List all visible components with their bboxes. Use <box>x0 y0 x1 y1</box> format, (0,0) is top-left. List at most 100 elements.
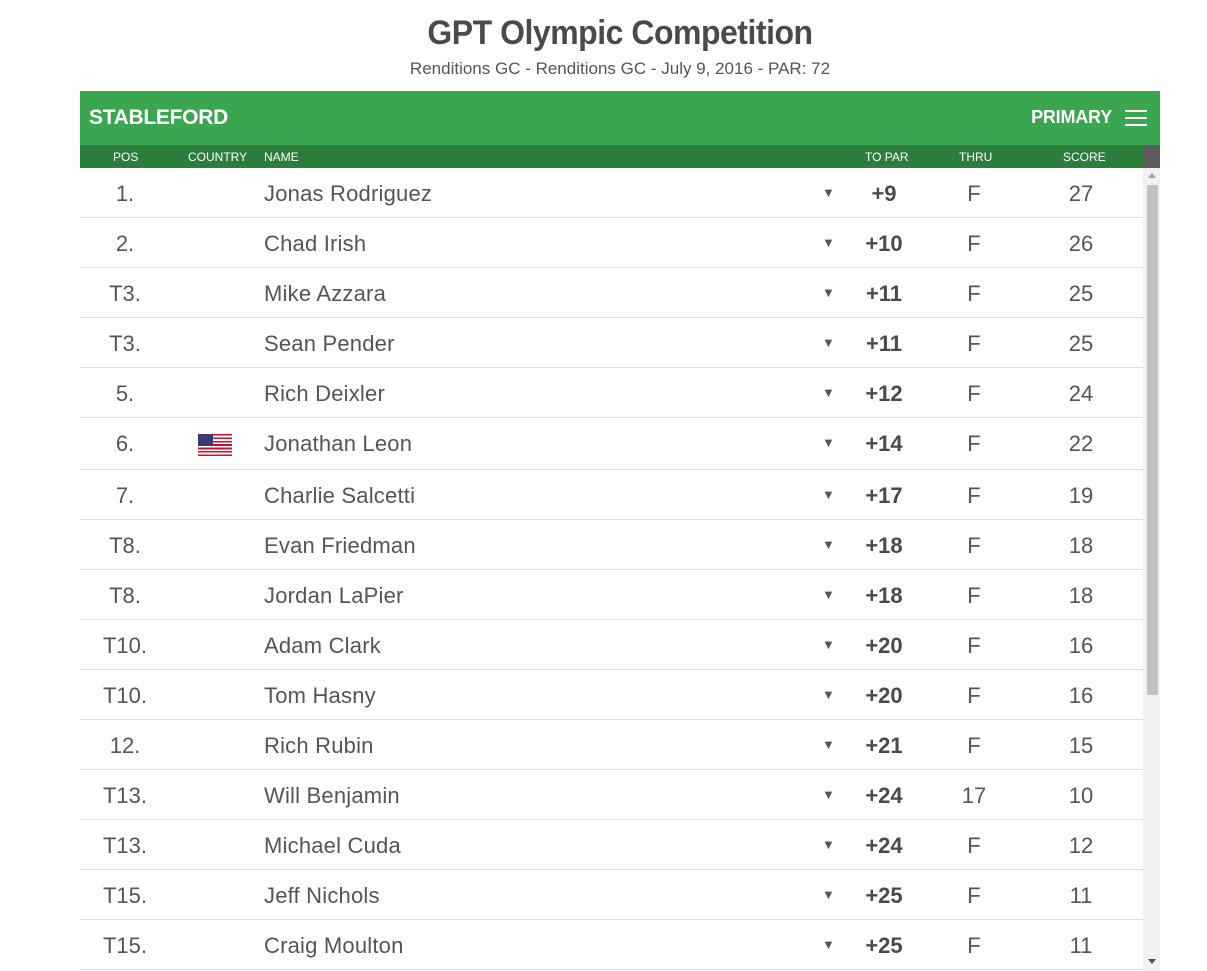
player-name[interactable]: Rich Rubin <box>264 733 374 758</box>
expand-caret-icon[interactable]: ▼ <box>822 385 835 400</box>
player-country <box>198 384 232 406</box>
player-thru: F <box>967 633 981 658</box>
player-to-par: +20 <box>865 683 903 708</box>
player-name[interactable]: Michael Cuda <box>264 833 401 858</box>
scrollbar-corner <box>1143 145 1160 168</box>
player-name[interactable]: Tom Hasny <box>264 683 376 708</box>
player-name[interactable]: Jonathan Leon <box>264 431 413 456</box>
player-score: 18 <box>1068 583 1094 608</box>
player-to-par: +24 <box>865 833 903 858</box>
player-name[interactable]: Sean Pender <box>264 331 395 356</box>
player-to-par: +18 <box>865 533 903 558</box>
expand-caret-icon[interactable]: ▼ <box>822 235 835 250</box>
column-header-score: SCORE <box>1063 150 1106 164</box>
player-name[interactable]: Jordan LaPier <box>264 583 404 608</box>
expand-caret-icon[interactable]: ▼ <box>822 487 835 502</box>
column-header-row: POS COUNTRY NAME TO PAR THRU SCORE <box>80 145 1160 168</box>
player-position: 2. <box>115 231 135 256</box>
expand-caret-icon[interactable]: ▼ <box>822 887 835 902</box>
expand-caret-icon[interactable]: ▼ <box>822 687 835 702</box>
player-thru: F <box>967 933 981 958</box>
player-country <box>198 536 232 558</box>
player-position: T10. <box>102 633 148 658</box>
player-score: 25 <box>1068 331 1094 356</box>
expand-caret-icon[interactable]: ▼ <box>822 285 835 300</box>
player-score: 27 <box>1068 181 1094 206</box>
player-thru: F <box>967 431 981 456</box>
player-thru: F <box>967 533 981 558</box>
player-score: 16 <box>1068 683 1094 708</box>
player-name[interactable]: Jeff Nichols <box>264 883 380 908</box>
table-row[interactable]: T13. Michael Cuda ▼ +24 F 12 <box>80 820 1143 870</box>
expand-caret-icon[interactable]: ▼ <box>822 537 835 552</box>
table-row[interactable]: T13. Will Benjamin ▼ +24 17 10 <box>80 770 1143 820</box>
table-row[interactable]: T15. Jeff Nichols ▼ +25 F 11 <box>80 870 1143 920</box>
player-name[interactable]: Chad Irish <box>264 231 367 256</box>
player-name[interactable]: Charlie Salcetti <box>264 483 416 508</box>
player-country <box>198 334 232 356</box>
expand-caret-icon[interactable]: ▼ <box>822 637 835 652</box>
hamburger-menu-icon[interactable] <box>1125 108 1147 128</box>
scroll-up-arrow-icon[interactable] <box>1148 173 1156 178</box>
player-score: 26 <box>1068 231 1094 256</box>
expand-caret-icon[interactable]: ▼ <box>822 787 835 802</box>
view-selector[interactable]: PRIMARY <box>1031 107 1112 127</box>
player-position: 5. <box>115 381 135 406</box>
player-country <box>198 284 232 306</box>
player-thru: F <box>967 733 981 758</box>
player-country <box>198 586 232 608</box>
table-row[interactable]: T3. Sean Pender ▼ +11 F 25 <box>80 318 1143 368</box>
player-score: 22 <box>1068 431 1094 456</box>
scrollbar-thumb[interactable] <box>1147 185 1158 695</box>
expand-caret-icon[interactable]: ▼ <box>822 435 835 450</box>
player-country <box>198 636 232 658</box>
expand-caret-icon[interactable]: ▼ <box>822 185 835 200</box>
player-score: 12 <box>1068 833 1094 858</box>
table-row[interactable]: 7. Charlie Salcetti ▼ +17 F 19 <box>80 470 1143 520</box>
player-name[interactable]: Jonas Rodriguez <box>264 181 433 206</box>
player-score: 16 <box>1068 633 1094 658</box>
player-to-par: +11 <box>865 281 903 306</box>
table-row[interactable]: T3. Mike Azzara ▼ +11 F 25 <box>80 268 1143 318</box>
expand-caret-icon[interactable]: ▼ <box>822 335 835 350</box>
player-position: T8. <box>109 533 141 558</box>
player-score: 24 <box>1068 381 1094 406</box>
player-name[interactable]: Mike Azzara <box>264 281 387 306</box>
player-score: 19 <box>1068 483 1094 508</box>
vertical-scrollbar[interactable] <box>1143 168 1160 971</box>
player-country <box>198 184 232 206</box>
player-position: 6. <box>115 431 135 456</box>
table-row[interactable]: T8. Evan Friedman ▼ +18 F 18 <box>80 520 1143 570</box>
player-thru: F <box>967 883 981 908</box>
player-name[interactable]: Adam Clark <box>264 633 381 658</box>
expand-caret-icon[interactable]: ▼ <box>822 587 835 602</box>
player-name[interactable]: Craig Moulton <box>264 933 404 958</box>
player-thru: F <box>967 833 981 858</box>
column-header-name: NAME <box>264 150 299 164</box>
table-row[interactable]: T10. Adam Clark ▼ +20 F 16 <box>80 620 1143 670</box>
expand-caret-icon[interactable]: ▼ <box>822 937 835 952</box>
player-thru: F <box>967 483 981 508</box>
player-name[interactable]: Will Benjamin <box>264 783 400 808</box>
table-row[interactable]: 5. Rich Deixler ▼ +12 F 24 <box>80 368 1143 418</box>
player-to-par: +11 <box>865 331 903 356</box>
player-score: 15 <box>1068 733 1094 758</box>
player-thru: F <box>967 583 981 608</box>
table-row[interactable]: 6. Jonathan Leon ▼ +14 F 22 <box>80 418 1143 470</box>
player-name[interactable]: Rich Deixler <box>264 381 385 406</box>
player-position: 1. <box>115 181 135 206</box>
table-row[interactable]: 2. Chad Irish ▼ +10 F 26 <box>80 218 1143 268</box>
scoring-format-label[interactable]: STABLEFORD <box>89 106 228 129</box>
player-position: T8. <box>109 583 141 608</box>
table-row[interactable]: T10. Tom Hasny ▼ +20 F 16 <box>80 670 1143 720</box>
table-row[interactable]: 12. Rich Rubin ▼ +21 F 15 <box>80 720 1143 770</box>
expand-caret-icon[interactable]: ▼ <box>822 737 835 752</box>
expand-caret-icon[interactable]: ▼ <box>822 837 835 852</box>
scroll-down-arrow-icon[interactable] <box>1148 959 1156 964</box>
player-country <box>198 736 232 758</box>
table-row[interactable]: T8. Jordan LaPier ▼ +18 F 18 <box>80 570 1143 620</box>
table-row[interactable]: T15. Craig Moulton ▼ +25 F 11 <box>80 920 1143 970</box>
player-name[interactable]: Evan Friedman <box>264 533 416 558</box>
player-country <box>198 234 232 256</box>
table-row[interactable]: 1. Jonas Rodriguez ▼ +9 F 27 <box>80 168 1143 218</box>
